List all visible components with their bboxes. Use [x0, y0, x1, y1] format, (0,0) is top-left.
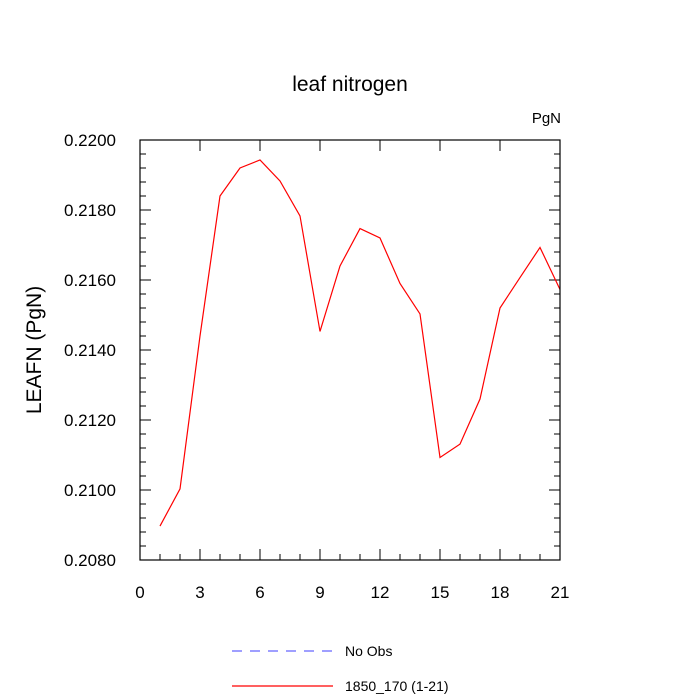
units-label: PgN	[532, 110, 561, 127]
y-tick-label: 0.2100	[64, 481, 116, 500]
y-tick-label: 0.2180	[64, 201, 116, 220]
y-tick-label: 0.2200	[64, 131, 116, 150]
y-axis-label: LEAFN (PgN)	[23, 286, 46, 414]
series-lines	[159, 159, 561, 527]
x-tick-label: 6	[255, 583, 264, 602]
legend-label: 1850_170 (1-21)	[345, 678, 449, 694]
x-tick-label: 12	[371, 583, 390, 602]
y-tick-label: 0.2140	[64, 341, 116, 360]
x-tick-label: 9	[315, 583, 324, 602]
chart-title: leaf nitrogen	[292, 73, 408, 96]
y-tick-label: 0.2160	[64, 271, 116, 290]
legend-label: No Obs	[345, 643, 392, 659]
series-line	[159, 159, 561, 527]
legend: No Obs 1850_170 (1-21)	[232, 643, 449, 694]
x-tick-label: 18	[491, 583, 510, 602]
x-tick-label: 0	[135, 583, 144, 602]
axis-tick-labels: 0 3 6 9 12 15 18 21 0.2080 0.2100 0.2120 0.2140 0.21…	[64, 131, 569, 602]
x-tick-label: 3	[195, 583, 204, 602]
plot-frame	[139, 139, 561, 561]
y-tick-label: 0.2080	[64, 551, 116, 570]
x-tick-label: 15	[431, 583, 450, 602]
x-tick-label: 21	[551, 583, 570, 602]
axis-ticks	[139, 139, 561, 561]
y-tick-label: 0.2120	[64, 411, 116, 430]
